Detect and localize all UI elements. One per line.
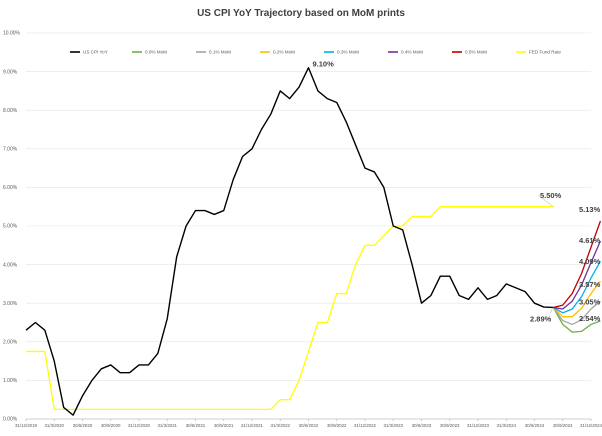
x-tick-label: 31/3/2021 [157,423,177,428]
y-tick-label: 9.00% [3,69,18,75]
series-line-0-0-mom [552,307,601,333]
legend-label: 0.0% MoM [145,50,167,55]
data-label: 4.09% [579,257,601,266]
legend-label: 0.5% MoM [465,50,487,55]
x-tick-label: 31/3/2024 [496,423,516,428]
legend-label: 0.2% MoM [273,50,295,55]
data-label: 9.10% [313,60,335,69]
x-tick-label: 30/6/2022 [299,423,319,428]
series-line-0-1-mom [552,300,601,326]
data-label: 2.89% [530,314,552,323]
x-tick-label: 31/12/2023 [467,423,490,428]
x-tick-label: 30/9/2022 [327,423,347,428]
x-tick-label: 31/12/2019 [15,423,38,428]
y-tick-label: 8.00% [3,108,18,114]
y-tick-label: 3.00% [3,301,18,307]
y-tick-label: 7.00% [3,147,18,153]
series-line-0-5-mom [553,220,602,309]
x-tick-label: 30/9/2024 [553,423,573,428]
data-label: 5.13% [579,205,601,214]
annotation-leader [550,308,553,314]
y-axis: 0.00% 1.00% 2.00% 3.00% 4.00% 5.00% 6.00% 7.00%… [3,31,21,423]
series-line-0-4-mom [553,240,602,310]
x-tick-label: 31/3/2022 [270,423,290,428]
legend-label: 0.4% MoM [401,50,423,55]
x-tick-label: 30/9/2021 [214,423,234,428]
x-tick-label: 31/3/2020 [44,423,64,428]
x-tick-label: 31/12/2021 [241,423,264,428]
x-tick-label: 31/12/2024 [580,423,602,428]
y-tick-label: 2.00% [3,340,18,346]
y-tick-label: 6.00% [3,185,18,191]
series-line-0-2-mom [552,280,601,318]
x-tick-label: 30/6/2020 [73,423,93,428]
legend: US CPI YoY 0.0% MoM 0.1% MoM 0.2% MoM 0.3% M… [70,50,561,55]
series-lines [25,67,602,416]
data-label: 4.61% [579,236,601,245]
gridlines [26,32,591,420]
y-tick-label: 4.00% [3,262,18,268]
series-line-0-3-mom [553,260,601,314]
y-tick-label: 0.00% [3,417,18,423]
x-tick-label: 30/9/2020 [101,423,121,428]
data-labels: 9.10% 5.50% 2.89% 5.13% 4.61% 4.09% 3.57% 3.05%… [313,60,601,324]
x-tick-label: 30/6/2023 [412,423,432,428]
y-tick-label: 10.00% [3,31,21,37]
annotation-leader [537,194,554,207]
data-label: 3.05% [579,297,601,306]
x-axis: 31/12/2019 31/3/2020 30/6/2020 30/9/2020 31/… [15,419,602,428]
data-label: 5.50% [540,191,562,200]
x-tick-label: 31/12/2020 [128,423,151,428]
legend-label: 0.1% MoM [209,50,231,55]
legend-label: FED Fund Rate [529,50,561,55]
data-label: 3.57% [579,280,601,289]
x-tick-label: 30/9/2023 [440,423,460,428]
y-tick-label: 5.00% [3,224,18,230]
data-label: 2.54% [579,314,601,323]
chart-title: US CPI YoY Trajectory based on MoM print… [197,8,405,19]
x-tick-label: 31/12/2022 [354,423,377,428]
y-tick-label: 1.00% [3,378,18,384]
series-line-us-cpi-yoy [25,67,554,416]
x-tick-label: 31/3/2023 [383,423,403,428]
x-tick-label: 30/6/2021 [186,423,206,428]
x-tick-label: 30/6/2024 [525,423,545,428]
legend-label: US CPI YoY [83,50,108,55]
legend-label: 0.3% MoM [337,50,359,55]
series-line-fed-fund-rate [26,206,554,411]
